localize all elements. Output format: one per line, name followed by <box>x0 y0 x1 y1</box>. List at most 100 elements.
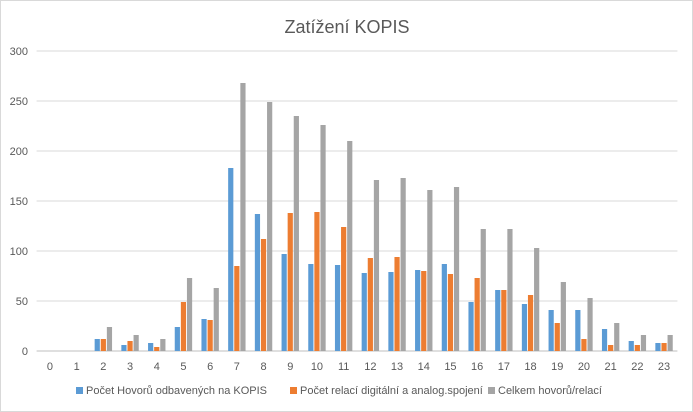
x-tick-label: 1 <box>74 361 80 373</box>
bar <box>127 341 133 351</box>
x-tick-label: 11 <box>338 361 349 373</box>
bar <box>601 329 608 351</box>
bar <box>534 248 540 351</box>
y-tick-label: 300 <box>10 46 28 58</box>
x-tick-label: 7 <box>234 361 240 373</box>
bar <box>254 214 261 351</box>
bar <box>554 323 560 351</box>
bar <box>655 343 661 351</box>
x-tick-label: 23 <box>658 361 670 373</box>
bar <box>180 302 187 351</box>
bar <box>388 272 394 351</box>
x-tick-label: 18 <box>524 361 536 373</box>
bar <box>106 327 113 351</box>
bar <box>234 266 240 351</box>
bar <box>527 295 534 351</box>
bar <box>94 339 100 351</box>
bar <box>100 339 106 351</box>
bar <box>314 212 320 351</box>
x-tick-label: 15 <box>444 361 456 373</box>
bar <box>341 227 347 351</box>
bar <box>453 187 460 351</box>
bar <box>308 264 314 351</box>
bar <box>415 270 421 351</box>
x-tick-label: 22 <box>631 361 643 373</box>
x-tick-label: 9 <box>287 361 293 373</box>
bar <box>441 264 447 351</box>
chart-title: Zatížení KOPIS <box>284 17 409 37</box>
bar <box>501 290 507 351</box>
x-tick-label: 17 <box>498 361 510 373</box>
x-tick-label: 5 <box>180 361 186 373</box>
legend-swatch <box>488 387 495 394</box>
bar <box>160 339 166 351</box>
bar <box>133 335 139 351</box>
x-tick-label: 3 <box>127 361 133 373</box>
bar <box>400 178 406 351</box>
bar <box>213 288 219 351</box>
bar <box>480 229 486 351</box>
bar <box>421 271 427 351</box>
bar <box>240 83 246 351</box>
x-tick-label: 12 <box>364 361 376 373</box>
bar <box>548 310 554 351</box>
x-tick-label: 14 <box>418 361 430 373</box>
bar <box>281 254 287 351</box>
bar <box>260 239 267 351</box>
bar <box>587 298 593 351</box>
legend-label: Počet relací digitální a analog.spojení <box>300 385 483 397</box>
bar <box>495 290 501 351</box>
x-tick-label: 4 <box>154 361 160 373</box>
x-tick-label: 8 <box>260 361 266 373</box>
bar <box>507 229 513 351</box>
bar <box>394 257 400 351</box>
bar <box>267 102 273 351</box>
x-tick-label: 2 <box>100 361 106 373</box>
bar <box>228 168 234 351</box>
bar <box>581 339 587 351</box>
bar <box>174 327 180 351</box>
x-tick-label: 20 <box>578 361 590 373</box>
x-tick-label: 6 <box>207 361 213 373</box>
bar <box>361 273 367 351</box>
bar <box>186 278 193 351</box>
y-tick-label: 0 <box>22 346 28 358</box>
y-tick-label: 100 <box>10 246 28 258</box>
bar <box>634 345 640 351</box>
bar <box>347 141 353 351</box>
bar <box>628 341 634 351</box>
bar <box>661 343 667 351</box>
bar <box>320 125 326 351</box>
legend-label: Celkem hovorů/relací <box>498 385 602 397</box>
bar <box>667 335 673 351</box>
bar <box>560 282 566 351</box>
bar <box>121 345 127 351</box>
bar <box>201 319 207 351</box>
legend-label: Počet Hovorů odbavených na KOPIS <box>86 385 267 397</box>
x-tick-label: 21 <box>605 361 617 373</box>
bar <box>207 320 213 351</box>
x-tick-label: 19 <box>551 361 563 373</box>
bar <box>474 278 480 351</box>
bar <box>427 190 433 351</box>
x-tick-label: 10 <box>311 361 323 373</box>
y-tick-label: 250 <box>10 96 28 108</box>
bar <box>608 345 614 351</box>
bar <box>154 347 160 351</box>
bar <box>148 343 154 351</box>
y-tick-label: 200 <box>10 146 28 158</box>
bar <box>575 310 581 351</box>
bar <box>614 323 620 351</box>
x-tick-label: 13 <box>391 361 403 373</box>
bar <box>367 258 373 351</box>
legend-swatch <box>76 387 83 394</box>
bar <box>640 335 647 351</box>
bar <box>287 213 293 351</box>
y-tick-label: 150 <box>10 196 28 208</box>
bar <box>521 304 528 351</box>
x-tick-label: 16 <box>471 361 483 373</box>
y-tick-label: 50 <box>16 296 28 308</box>
bar <box>468 302 474 351</box>
